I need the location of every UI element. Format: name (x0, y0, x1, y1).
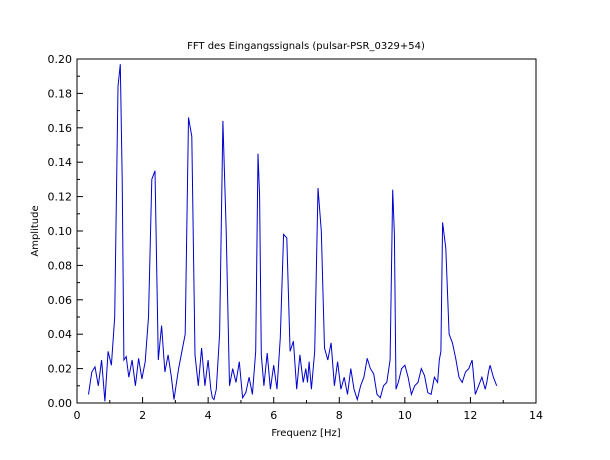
chart-title: FFT des Eingangssignals (pulsar-PSR_0329… (187, 41, 425, 52)
y-tick-label: 0.08 (48, 259, 73, 272)
x-axis: 0 2 4 6 8 10 12 14 (74, 397, 543, 422)
y-tick-label: 0.16 (48, 122, 73, 135)
x-tick-label: 8 (336, 409, 343, 422)
y-tick-label: 0.04 (48, 328, 73, 341)
x-axis-title: Frequenz [Hz] (271, 428, 340, 439)
y-tick-label: 0.12 (48, 191, 73, 204)
fft-amplitude-line (88, 64, 498, 402)
y-tick-label: 0.02 (48, 363, 73, 376)
x-tick-label: 12 (463, 409, 477, 422)
y-axis: 0.00 0.02 0.04 0.06 0.08 0.10 0.12 0.14 0.16 0.18… (48, 53, 83, 410)
x-tick-label: 14 (529, 409, 543, 422)
y-tick-label: 0.10 (48, 225, 73, 238)
x-tick-label: 10 (398, 409, 412, 422)
y-axis-title: Amplitude (30, 205, 41, 256)
x-tick-label: 2 (139, 409, 146, 422)
y-tick-label: 0.00 (48, 397, 73, 410)
x-tick-label: 0 (74, 409, 81, 422)
x-tick-label: 4 (205, 409, 212, 422)
y-tick-label: 0.14 (48, 156, 73, 169)
x-tick-label: 6 (270, 409, 277, 422)
y-tick-label: 0.18 (48, 87, 73, 100)
y-tick-label: 0.06 (48, 294, 73, 307)
y-tick-label: 0.20 (48, 53, 73, 66)
